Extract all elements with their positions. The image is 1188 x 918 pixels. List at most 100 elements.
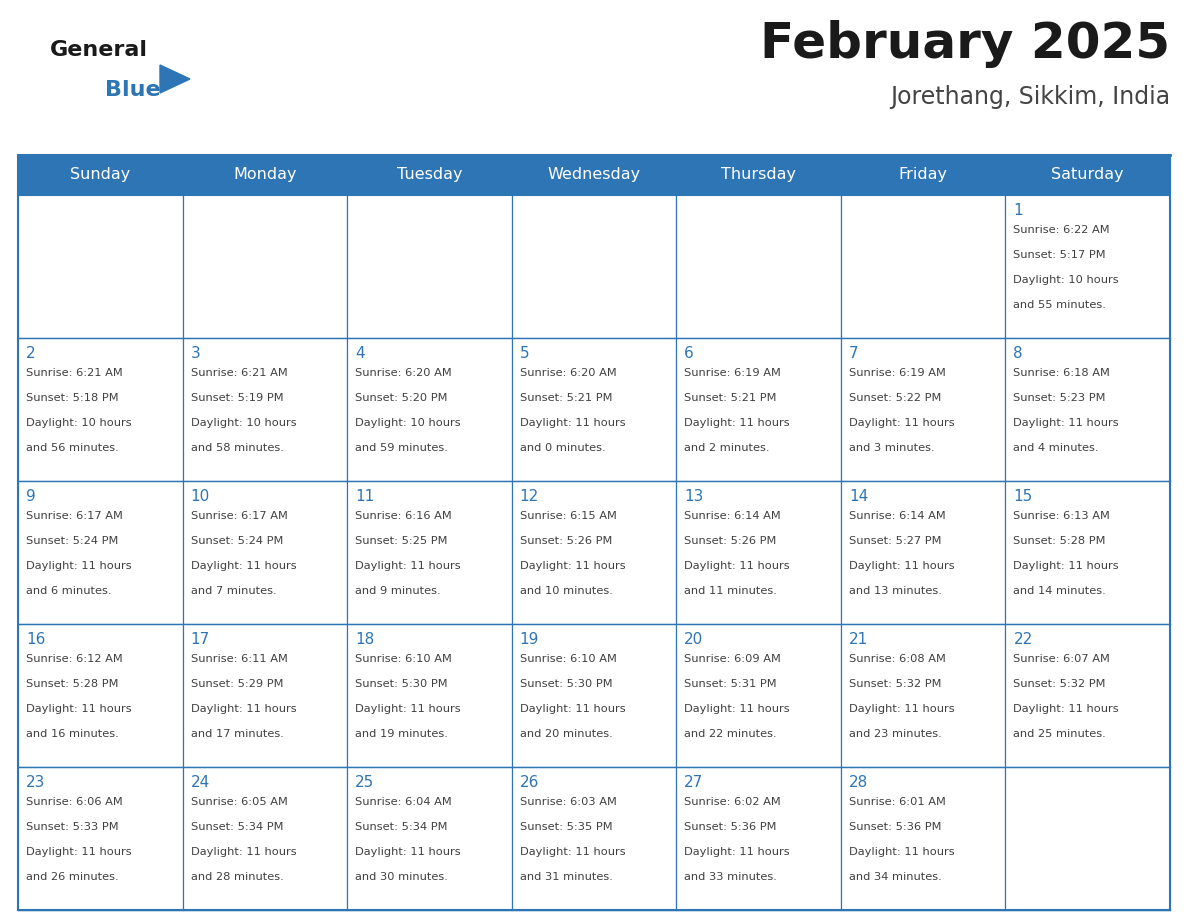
Text: 14: 14 bbox=[849, 489, 868, 504]
Text: and 28 minutes.: and 28 minutes. bbox=[190, 872, 283, 882]
Text: Blue: Blue bbox=[105, 80, 160, 100]
Text: 12: 12 bbox=[519, 489, 539, 504]
Text: Friday: Friday bbox=[898, 167, 948, 183]
Text: and 30 minutes.: and 30 minutes. bbox=[355, 872, 448, 882]
Bar bbox=[841, 195, 1005, 338]
Text: 17: 17 bbox=[190, 632, 210, 647]
Text: Sunrise: 6:15 AM: Sunrise: 6:15 AM bbox=[519, 511, 617, 521]
Bar bbox=[347, 767, 512, 910]
Text: Sunset: 5:34 PM: Sunset: 5:34 PM bbox=[190, 822, 283, 832]
Bar bbox=[183, 195, 347, 338]
Text: 13: 13 bbox=[684, 489, 703, 504]
Text: Sunset: 5:34 PM: Sunset: 5:34 PM bbox=[355, 822, 448, 832]
Text: and 3 minutes.: and 3 minutes. bbox=[849, 443, 935, 453]
Bar bbox=[18, 624, 183, 767]
Text: Sunset: 5:31 PM: Sunset: 5:31 PM bbox=[684, 679, 777, 689]
Text: Daylight: 11 hours: Daylight: 11 hours bbox=[684, 847, 790, 857]
Text: Sunset: 5:20 PM: Sunset: 5:20 PM bbox=[355, 393, 448, 403]
Text: Jorethang, Sikkim, India: Jorethang, Sikkim, India bbox=[890, 85, 1170, 109]
Text: Sunrise: 6:04 AM: Sunrise: 6:04 AM bbox=[355, 797, 451, 807]
Text: Daylight: 11 hours: Daylight: 11 hours bbox=[519, 561, 625, 571]
Text: 21: 21 bbox=[849, 632, 868, 647]
Text: Sunrise: 6:02 AM: Sunrise: 6:02 AM bbox=[684, 797, 781, 807]
Bar bbox=[18, 338, 183, 481]
Text: and 26 minutes.: and 26 minutes. bbox=[26, 872, 119, 882]
Text: Sunset: 5:18 PM: Sunset: 5:18 PM bbox=[26, 393, 119, 403]
Bar bbox=[676, 195, 841, 338]
Text: Sunrise: 6:10 AM: Sunrise: 6:10 AM bbox=[355, 654, 451, 664]
Text: Sunrise: 6:12 AM: Sunrise: 6:12 AM bbox=[26, 654, 122, 664]
Text: 19: 19 bbox=[519, 632, 539, 647]
Text: Sunrise: 6:22 AM: Sunrise: 6:22 AM bbox=[1013, 225, 1110, 235]
Text: Sunrise: 6:06 AM: Sunrise: 6:06 AM bbox=[26, 797, 122, 807]
Text: Sunset: 5:25 PM: Sunset: 5:25 PM bbox=[355, 536, 448, 546]
Text: Sunset: 5:32 PM: Sunset: 5:32 PM bbox=[1013, 679, 1106, 689]
Text: 20: 20 bbox=[684, 632, 703, 647]
Text: Thursday: Thursday bbox=[721, 167, 796, 183]
Text: Daylight: 10 hours: Daylight: 10 hours bbox=[190, 418, 296, 428]
Text: and 9 minutes.: and 9 minutes. bbox=[355, 586, 441, 596]
Text: Sunset: 5:28 PM: Sunset: 5:28 PM bbox=[26, 679, 119, 689]
Text: 16: 16 bbox=[26, 632, 45, 647]
Text: Daylight: 11 hours: Daylight: 11 hours bbox=[849, 561, 954, 571]
Text: and 14 minutes.: and 14 minutes. bbox=[1013, 586, 1106, 596]
Text: and 58 minutes.: and 58 minutes. bbox=[190, 443, 284, 453]
Bar bbox=[1005, 481, 1170, 624]
Text: Daylight: 11 hours: Daylight: 11 hours bbox=[849, 418, 954, 428]
Bar bbox=[512, 481, 676, 624]
Text: Daylight: 10 hours: Daylight: 10 hours bbox=[355, 418, 461, 428]
Bar bbox=[841, 338, 1005, 481]
Text: Daylight: 10 hours: Daylight: 10 hours bbox=[1013, 275, 1119, 285]
Text: and 2 minutes.: and 2 minutes. bbox=[684, 443, 770, 453]
Text: Sunset: 5:28 PM: Sunset: 5:28 PM bbox=[1013, 536, 1106, 546]
Text: Saturday: Saturday bbox=[1051, 167, 1124, 183]
Text: 8: 8 bbox=[1013, 346, 1023, 361]
Bar bbox=[18, 155, 1170, 195]
Text: February 2025: February 2025 bbox=[760, 20, 1170, 68]
Text: 27: 27 bbox=[684, 775, 703, 790]
Text: 6: 6 bbox=[684, 346, 694, 361]
Text: Sunday: Sunday bbox=[70, 167, 131, 183]
Text: Daylight: 11 hours: Daylight: 11 hours bbox=[1013, 704, 1119, 714]
Bar bbox=[347, 338, 512, 481]
Text: 23: 23 bbox=[26, 775, 45, 790]
Text: Sunset: 5:36 PM: Sunset: 5:36 PM bbox=[849, 822, 941, 832]
Text: Sunrise: 6:16 AM: Sunrise: 6:16 AM bbox=[355, 511, 451, 521]
Text: Sunrise: 6:13 AM: Sunrise: 6:13 AM bbox=[1013, 511, 1111, 521]
Text: and 31 minutes.: and 31 minutes. bbox=[519, 872, 613, 882]
Text: Daylight: 11 hours: Daylight: 11 hours bbox=[519, 704, 625, 714]
Text: Sunrise: 6:01 AM: Sunrise: 6:01 AM bbox=[849, 797, 946, 807]
Text: and 10 minutes.: and 10 minutes. bbox=[519, 586, 613, 596]
Bar bbox=[1005, 767, 1170, 910]
Bar bbox=[18, 155, 1170, 910]
Text: Daylight: 11 hours: Daylight: 11 hours bbox=[849, 704, 954, 714]
Text: Sunrise: 6:20 AM: Sunrise: 6:20 AM bbox=[355, 368, 451, 378]
Bar bbox=[18, 481, 183, 624]
Text: Sunset: 5:26 PM: Sunset: 5:26 PM bbox=[519, 536, 612, 546]
Text: Sunrise: 6:10 AM: Sunrise: 6:10 AM bbox=[519, 654, 617, 664]
Bar bbox=[841, 624, 1005, 767]
Text: Daylight: 11 hours: Daylight: 11 hours bbox=[849, 847, 954, 857]
Text: Sunset: 5:24 PM: Sunset: 5:24 PM bbox=[190, 536, 283, 546]
Text: Daylight: 11 hours: Daylight: 11 hours bbox=[355, 561, 461, 571]
Text: and 19 minutes.: and 19 minutes. bbox=[355, 729, 448, 739]
Bar bbox=[1005, 624, 1170, 767]
Text: 22: 22 bbox=[1013, 632, 1032, 647]
Text: 26: 26 bbox=[519, 775, 539, 790]
Text: Sunset: 5:30 PM: Sunset: 5:30 PM bbox=[355, 679, 448, 689]
Text: Daylight: 11 hours: Daylight: 11 hours bbox=[684, 704, 790, 714]
Bar bbox=[841, 767, 1005, 910]
Text: and 4 minutes.: and 4 minutes. bbox=[1013, 443, 1099, 453]
Text: Daylight: 11 hours: Daylight: 11 hours bbox=[1013, 561, 1119, 571]
Text: Sunset: 5:36 PM: Sunset: 5:36 PM bbox=[684, 822, 777, 832]
Text: Sunrise: 6:11 AM: Sunrise: 6:11 AM bbox=[190, 654, 287, 664]
Text: Sunset: 5:24 PM: Sunset: 5:24 PM bbox=[26, 536, 119, 546]
Polygon shape bbox=[160, 65, 190, 93]
Text: Sunrise: 6:18 AM: Sunrise: 6:18 AM bbox=[1013, 368, 1111, 378]
Bar bbox=[183, 767, 347, 910]
Text: Sunset: 5:19 PM: Sunset: 5:19 PM bbox=[190, 393, 283, 403]
Text: Sunset: 5:35 PM: Sunset: 5:35 PM bbox=[519, 822, 612, 832]
Text: 2: 2 bbox=[26, 346, 36, 361]
Text: Sunset: 5:33 PM: Sunset: 5:33 PM bbox=[26, 822, 119, 832]
Text: Sunrise: 6:07 AM: Sunrise: 6:07 AM bbox=[1013, 654, 1111, 664]
